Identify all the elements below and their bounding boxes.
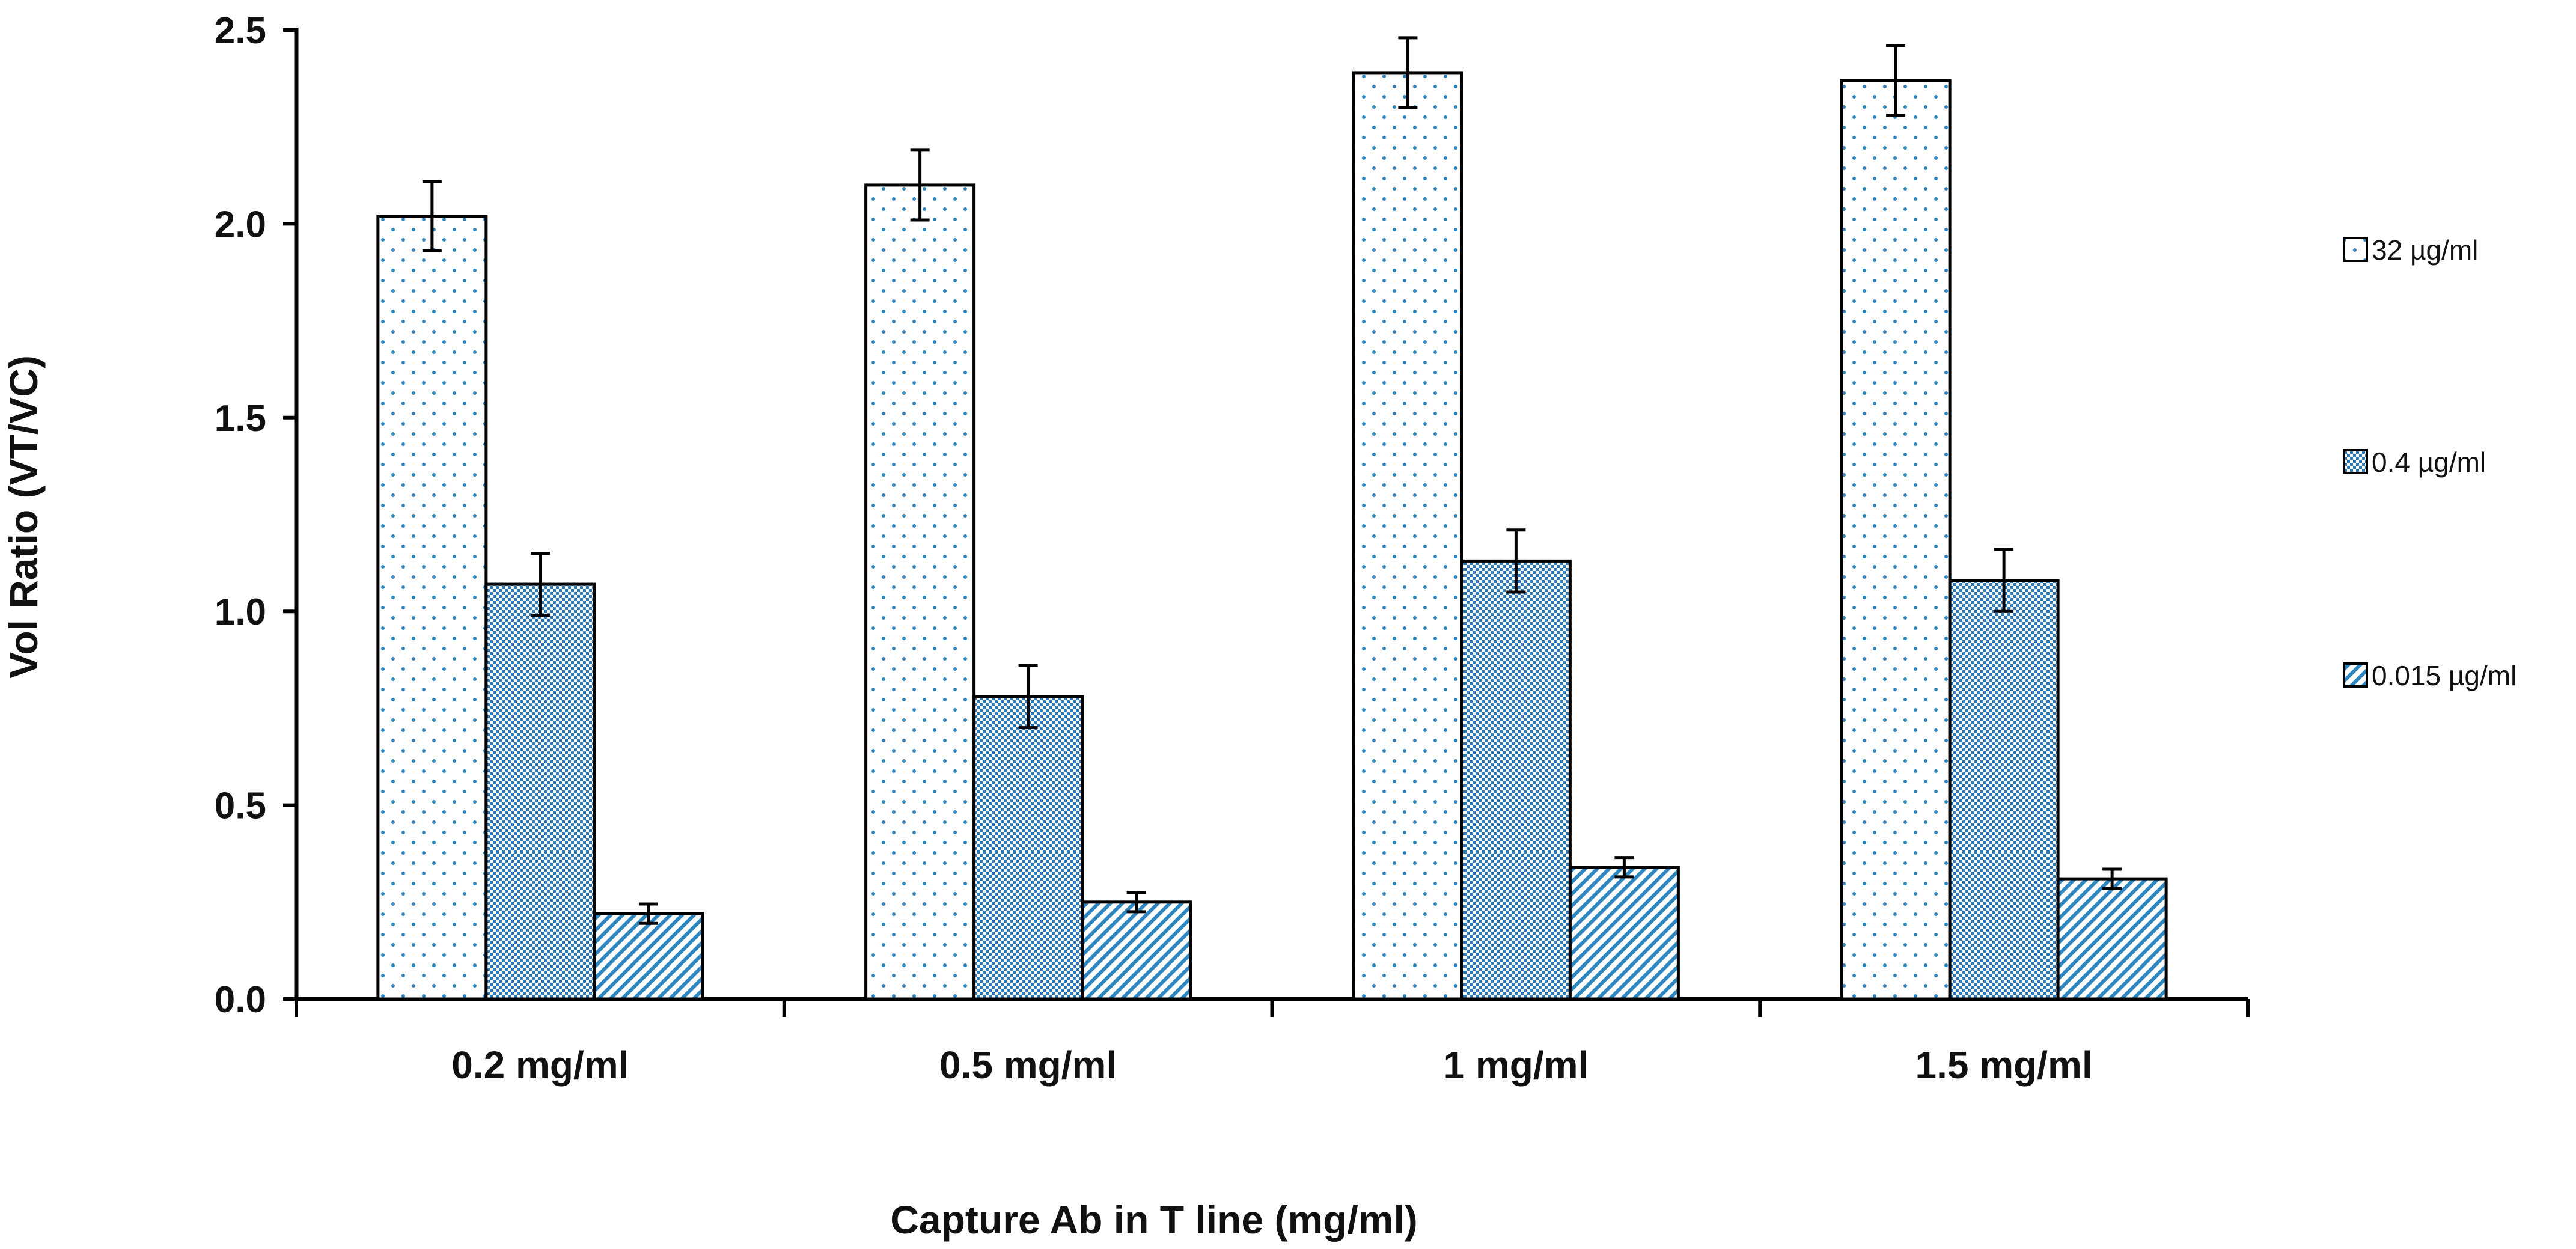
legend-label: 0.4 µg/ml	[2372, 447, 2486, 478]
x-tick-label: 1 mg/ml	[1443, 1043, 1589, 1087]
bar	[1568, 866, 1680, 1001]
bar	[864, 183, 976, 1001]
bar	[484, 582, 596, 1001]
bar	[972, 695, 1084, 1001]
error-bars	[422, 36, 2122, 925]
x-tick-label: 0.2 mg/ml	[451, 1043, 629, 1087]
y-tick-label: 2.5	[215, 10, 266, 52]
bar	[1352, 71, 1463, 1001]
y-tick-label: 0.0	[215, 979, 266, 1021]
bar	[1460, 559, 1572, 1001]
x-tick-label: 0.5 mg/ml	[939, 1043, 1117, 1087]
bar	[1081, 900, 1192, 1001]
y-tick-label: 2.0	[215, 204, 266, 245]
x-tick-label: 1.5 mg/ml	[1915, 1043, 2093, 1087]
x-axis-title: Capture Ab in T line (mg/ml)	[890, 1197, 1418, 1242]
y-axis-title: Vol Ratio (VT/VC)	[1, 355, 46, 679]
bar	[593, 912, 704, 1001]
legend-swatch	[2343, 237, 2368, 262]
y-tick-label: 1.5	[215, 398, 266, 439]
y-tick-label: 0.5	[215, 786, 266, 827]
bar	[2056, 877, 2168, 1001]
legend-swatch	[2343, 449, 2368, 474]
bar	[1948, 579, 2060, 1001]
legend-label: 32 µg/ml	[2372, 234, 2478, 266]
bar	[1840, 79, 1952, 1001]
legend-label: 0.015 µg/ml	[2372, 660, 2516, 691]
bar	[376, 215, 488, 1001]
y-tick-label: 1.0	[215, 591, 266, 633]
legend: 32 µg/ml 0.4 µg/ml 0.015 µg/ml	[2343, 234, 2516, 691]
axis-labels: Vol Ratio (VT/VC) Capture Ab in T line (…	[1, 355, 1418, 1242]
bars	[376, 71, 2168, 1001]
legend-swatch	[2343, 662, 2368, 688]
